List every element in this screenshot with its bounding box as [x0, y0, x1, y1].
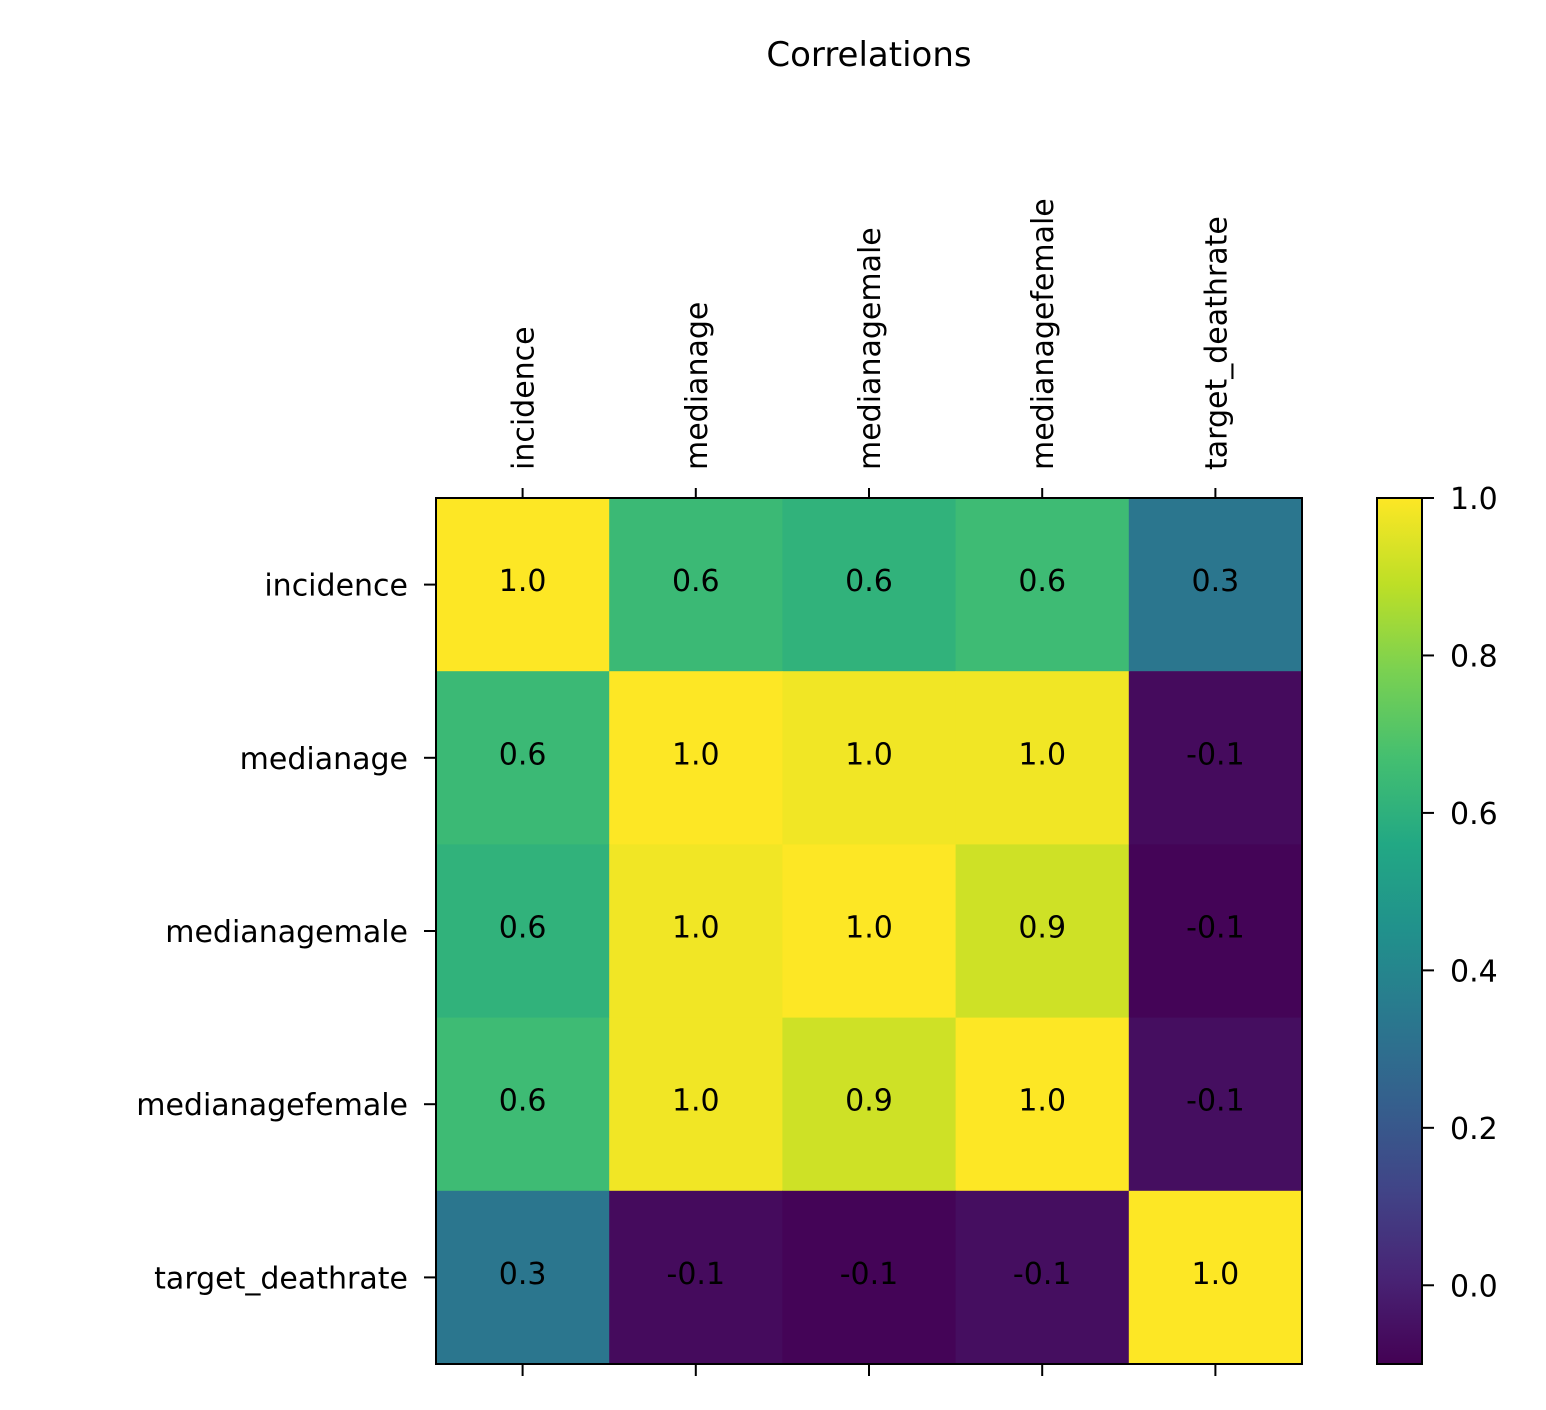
y-tick-label-incidence: incidence: [264, 569, 408, 604]
heatmap-cell-2-1: [609, 844, 783, 1019]
cell-label-0-0: 1.0: [499, 564, 547, 599]
colorbar-tick-label-5: 1.0: [1450, 482, 1498, 517]
x-axis-ticks: incidence medianage medianagemale medianage…: [507, 198, 1234, 1376]
heatmap-cell-2-2: [782, 844, 957, 1019]
heatmap-cell-labels: 1.0 0.6 0.6 0.6 0.3 0.6 1.0 1.0 1.0 -0.1 0.6 1.0 1.0…: [499, 564, 1245, 1292]
cell-label-2-0: 0.6: [499, 911, 547, 946]
cell-label-4-4: 1.0: [1192, 1257, 1240, 1292]
cell-label-0-2: 0.6: [845, 564, 893, 599]
heatmap-cell-4-2: [782, 1190, 957, 1365]
heatmap-cell-1-0: [436, 671, 610, 845]
cell-label-1-3: 1.0: [1018, 737, 1066, 772]
y-tick-label-medianagefemale: medianagefemale: [136, 1088, 408, 1123]
cell-label-0-4: 0.3: [1192, 564, 1240, 599]
x-tick-label-medianage: medianage: [680, 302, 715, 470]
cell-label-4-3: -0.1: [1013, 1257, 1072, 1292]
colorbar-tick-label-4: 0.8: [1450, 639, 1498, 674]
cell-label-1-0: 0.6: [499, 737, 547, 772]
heatmap-cells: [436, 498, 1303, 1365]
y-tick-label-medianagemale: medianagemale: [165, 915, 408, 950]
heatmap-cell-0-1: [609, 498, 783, 672]
heatmap-cell-0-3: [955, 498, 1130, 672]
cell-label-4-0: 0.3: [499, 1257, 547, 1292]
colorbar-tick-label-1: 0.2: [1450, 1112, 1498, 1147]
heatmap-cell-0-4: [1128, 498, 1303, 672]
heatmap-cell-1-2: [782, 671, 957, 845]
heatmap-cell-3-4: [1128, 1017, 1303, 1192]
heatmap-cell-2-0: [436, 844, 610, 1019]
cell-label-3-1: 1.0: [672, 1084, 720, 1119]
heatmap-cell-1-1: [609, 671, 783, 845]
x-tick-label-incidence: incidence: [507, 326, 542, 470]
y-axis-ticks: incidence medianage medianagemale medianage…: [136, 569, 436, 1296]
heatmap-cell-3-2: [782, 1017, 957, 1192]
cell-label-0-1: 0.6: [672, 564, 720, 599]
heatmap-cell-4-4: [1128, 1190, 1303, 1365]
heatmap-cell-2-3: [955, 844, 1130, 1019]
heatmap-cell-4-1: [609, 1190, 783, 1365]
cell-label-0-3: 0.6: [1018, 564, 1066, 599]
cell-label-2-1: 1.0: [672, 911, 720, 946]
heatmap-cell-0-0: [436, 498, 610, 672]
cell-label-4-1: -0.1: [667, 1257, 726, 1292]
colorbar: [1376, 497, 1423, 1365]
cell-label-3-2: 0.9: [845, 1084, 893, 1119]
heatmap-cell-3-3: [955, 1017, 1130, 1192]
y-tick-label-target-deathrate: target_deathrate: [154, 1261, 408, 1296]
cell-label-3-0: 0.6: [499, 1084, 547, 1119]
colorbar-tick-label-3: 0.6: [1450, 797, 1498, 832]
x-tick-label-medianagemale: medianagemale: [853, 227, 888, 470]
heatmap-cell-4-0: [436, 1190, 610, 1365]
heatmap-cell-1-3: [955, 671, 1130, 845]
cell-label-1-1: 1.0: [672, 737, 720, 772]
heatmap-cell-1-4: [1128, 671, 1303, 845]
heatmap-cell-3-0: [436, 1017, 610, 1192]
heatmap-cell-3-1: [609, 1017, 783, 1192]
x-tick-label-target-deathrate: target_deathrate: [1199, 216, 1234, 470]
cell-label-2-3: 0.9: [1018, 911, 1066, 946]
cell-label-3-4: -0.1: [1186, 1084, 1245, 1119]
heatmap-cell-4-3: [955, 1190, 1130, 1365]
colorbar-ticks: 0.0 0.2 0.4 0.6 0.8 1.0: [1422, 482, 1498, 1304]
chart-title: Correlations: [766, 35, 971, 75]
colorbar-tick-label-0: 0.0: [1450, 1269, 1498, 1304]
cell-label-4-2: -0.1: [840, 1257, 899, 1292]
cell-label-3-3: 1.0: [1018, 1084, 1066, 1119]
y-tick-label-medianage: medianage: [240, 742, 408, 777]
heatmap-cell-2-4: [1128, 844, 1303, 1019]
x-tick-label-medianagefemale: medianagefemale: [1026, 198, 1061, 470]
cell-label-2-2: 1.0: [845, 911, 893, 946]
cell-label-2-4: -0.1: [1186, 911, 1245, 946]
heatmap-cell-0-2: [782, 498, 957, 672]
cell-label-1-2: 1.0: [845, 737, 893, 772]
cell-label-1-4: -0.1: [1186, 737, 1245, 772]
colorbar-tick-label-2: 0.4: [1450, 954, 1498, 989]
